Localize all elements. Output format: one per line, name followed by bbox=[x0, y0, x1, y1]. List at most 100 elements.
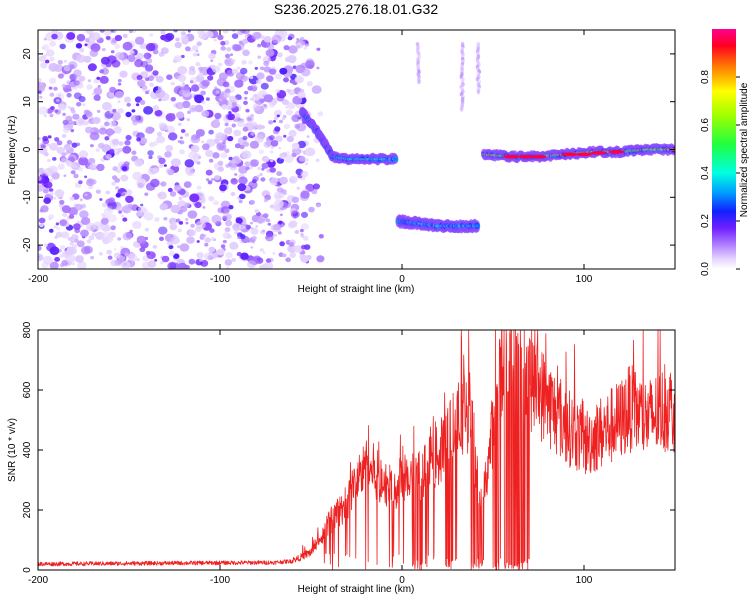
heatmap-cell bbox=[271, 223, 282, 233]
heatmap-cell bbox=[86, 239, 92, 244]
heatmap-cell bbox=[300, 228, 304, 233]
heatmap-cell bbox=[195, 220, 206, 230]
heatmap-cell bbox=[316, 66, 320, 70]
heatmap-cell bbox=[111, 59, 121, 68]
heatmap-cell bbox=[316, 255, 325, 263]
heatmap-cell bbox=[289, 252, 297, 258]
heatmap-cell bbox=[234, 173, 238, 176]
heatmap-cell bbox=[318, 234, 324, 239]
heatmap-cell bbox=[250, 97, 253, 101]
heatmap-cell bbox=[52, 157, 57, 161]
heatmap-cell bbox=[214, 174, 221, 181]
heatmap-cell bbox=[169, 191, 177, 197]
heatmap-cell bbox=[262, 251, 266, 254]
heatmap-cell bbox=[196, 161, 201, 165]
heatmap-cell bbox=[76, 54, 86, 63]
heatmap-cell bbox=[179, 149, 186, 155]
heatmap-cell bbox=[85, 30, 94, 35]
heatmap-cell bbox=[91, 92, 95, 96]
heatmap-cell bbox=[217, 160, 224, 166]
heatmap-cell bbox=[62, 212, 68, 217]
heatmap-cell bbox=[311, 85, 322, 94]
heatmap-cell bbox=[200, 90, 206, 96]
heatmap-y-label: Frequency (Hz) bbox=[7, 116, 18, 185]
heatmap-cell bbox=[66, 246, 74, 253]
heatmap-cell bbox=[216, 142, 227, 151]
heatmap-cell bbox=[109, 86, 116, 93]
heatmap-cell bbox=[198, 66, 204, 72]
heatmap-cell bbox=[110, 30, 114, 33]
heatmap-cell bbox=[122, 33, 128, 39]
heatmap-cell bbox=[157, 85, 163, 91]
heatmap-cell bbox=[224, 122, 229, 127]
heatmap-cell bbox=[170, 97, 176, 102]
heatmap-cell bbox=[269, 150, 274, 154]
heatmap-cell bbox=[143, 106, 154, 115]
heatmap-cell bbox=[191, 107, 195, 112]
heatmap-cell bbox=[254, 66, 258, 70]
heatmap-cell bbox=[42, 255, 53, 265]
heatmap-cell bbox=[90, 256, 94, 260]
heatmap-cell bbox=[240, 67, 248, 75]
heatmap-cell bbox=[61, 133, 67, 138]
heatmap-cell bbox=[61, 83, 66, 88]
heatmap-cell bbox=[222, 239, 227, 244]
heatmap-cell bbox=[97, 85, 101, 88]
heatmap-cell bbox=[46, 108, 53, 114]
heatmap-cell bbox=[188, 229, 197, 237]
heatmap-cell bbox=[212, 152, 220, 159]
heatmap-cell bbox=[316, 203, 321, 208]
heatmap-cell bbox=[244, 96, 248, 100]
heatmap-cell bbox=[50, 106, 55, 110]
heatmap-cell bbox=[260, 263, 269, 269]
heatmap-cell bbox=[49, 113, 54, 118]
heatmap-cell bbox=[208, 195, 215, 202]
heatmap-cell bbox=[224, 57, 235, 67]
heatmap-cell bbox=[185, 46, 191, 52]
heatmap-cell bbox=[45, 59, 50, 64]
snr-x-axis: -200 -100 0 100 bbox=[28, 330, 593, 586]
heatmap-cell bbox=[120, 174, 129, 182]
heatmap-cell bbox=[276, 171, 283, 177]
heatmap-cell bbox=[217, 34, 224, 41]
heatmap-cell bbox=[232, 68, 239, 75]
heatmap-cell bbox=[158, 157, 166, 164]
heatmap-cell bbox=[168, 132, 178, 141]
heatmap-cell bbox=[108, 120, 117, 128]
heatmap-cell bbox=[317, 111, 324, 117]
heatmap-cell bbox=[184, 132, 189, 137]
heatmap-cell bbox=[123, 217, 127, 221]
heatmap-cell bbox=[231, 58, 236, 63]
heatmap-cell bbox=[184, 202, 190, 207]
heatmap-cell bbox=[191, 84, 200, 92]
heatmap-cell bbox=[254, 94, 257, 98]
heatmap-cell bbox=[303, 99, 307, 102]
heatmap-cell bbox=[185, 168, 195, 177]
heatmap-cell bbox=[159, 123, 169, 131]
heatmap-cell bbox=[243, 75, 249, 81]
heatmap-cell bbox=[49, 261, 59, 269]
heatmap-cell bbox=[244, 90, 249, 95]
heatmap-cell bbox=[38, 175, 42, 181]
heatmap-cell bbox=[101, 47, 106, 52]
heatmap-cell bbox=[270, 140, 279, 147]
heatmap-cell bbox=[301, 244, 307, 250]
heatmap-cell bbox=[166, 74, 173, 80]
heatmap-cell bbox=[156, 131, 163, 137]
heatmap-cell bbox=[255, 225, 259, 228]
heatmap-cell bbox=[103, 77, 107, 81]
heatmap-cell bbox=[273, 109, 283, 118]
heatmap-cell bbox=[263, 156, 270, 163]
heatmap-cell bbox=[249, 199, 256, 205]
heatmap-cell bbox=[278, 231, 282, 235]
y-tick-label: -10 bbox=[22, 190, 33, 205]
heatmap-cell bbox=[92, 43, 100, 50]
heatmap-cell bbox=[180, 54, 185, 59]
heatmap-cell bbox=[73, 69, 82, 77]
heatmap-cell bbox=[249, 140, 259, 149]
heatmap-cell bbox=[189, 193, 200, 203]
heatmap-cell bbox=[227, 113, 235, 121]
heatmap-cell bbox=[198, 31, 208, 40]
heatmap-cell bbox=[216, 248, 225, 256]
heatmap-cell bbox=[304, 158, 309, 162]
